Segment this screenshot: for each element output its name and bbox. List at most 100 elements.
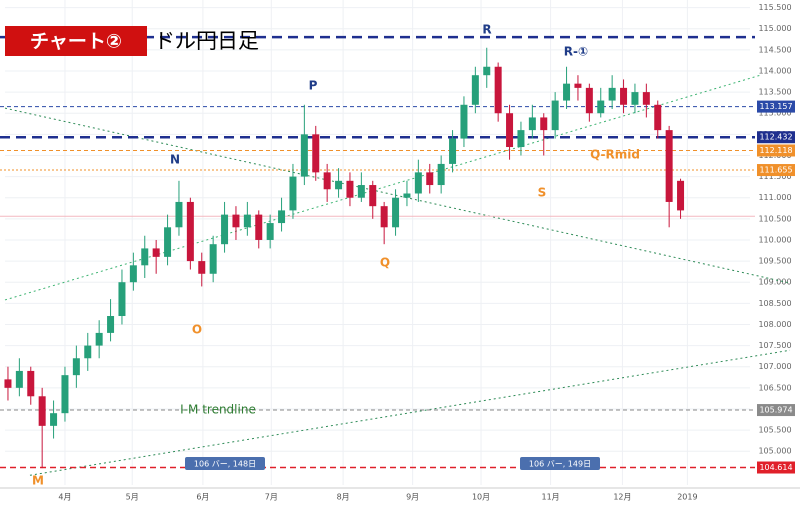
candle-body	[61, 375, 69, 414]
candle-body	[369, 185, 377, 207]
y-tick-label: 110.000	[758, 235, 791, 244]
y-tick-label: 108.000	[758, 320, 791, 329]
annotation: N	[170, 153, 180, 167]
candle-body	[620, 87, 628, 105]
candle-body	[243, 214, 251, 228]
candle-body	[494, 66, 502, 114]
candle-body	[414, 172, 422, 194]
candle-body	[50, 413, 58, 426]
y-tick-label: 115.000	[758, 24, 791, 33]
candle-body	[198, 261, 206, 274]
candle-body	[665, 130, 673, 202]
candle-body	[84, 345, 92, 359]
annotation: S	[538, 186, 547, 200]
level-tag-label: 112.432	[759, 133, 792, 142]
level-tag-label: 105.974	[759, 406, 792, 415]
candle-body	[597, 100, 605, 114]
candle-body	[323, 172, 331, 190]
y-tick-label: 110.500	[758, 214, 791, 223]
candle-body	[357, 185, 365, 198]
candle-body	[278, 210, 286, 224]
annotation: P	[309, 79, 318, 93]
candle-body	[631, 92, 639, 105]
y-tick-label: 107.000	[758, 362, 791, 371]
candle-body	[437, 163, 445, 186]
annotation: I-M trendline	[180, 403, 256, 417]
candle-body	[449, 138, 457, 164]
trendline	[29, 349, 791, 476]
x-tick-label: 10月	[472, 493, 490, 502]
candle-body	[471, 75, 479, 105]
y-tick-label: 105.500	[758, 426, 791, 435]
bar-count-box	[185, 457, 265, 470]
candle-body	[563, 83, 571, 101]
level-tag-label: 113.157	[759, 102, 792, 111]
candle-body	[517, 130, 525, 148]
candle-body	[528, 117, 536, 131]
level-tag	[757, 461, 795, 474]
candle-body	[266, 223, 274, 240]
candle-body	[300, 134, 308, 177]
candle-body	[4, 379, 12, 388]
y-tick-label: 109.000	[758, 278, 791, 287]
y-tick-label: 107.500	[758, 341, 791, 350]
candle-body	[107, 316, 115, 333]
x-tick-label: 6月	[196, 493, 209, 502]
candle-body	[380, 206, 388, 228]
candle-body	[585, 87, 593, 114]
candle-body	[460, 104, 468, 139]
x-tick-label: 8月	[337, 493, 350, 502]
candle-body	[118, 282, 126, 317]
x-tick-label: 4月	[58, 493, 71, 502]
bar-count-label: 106 バー, 149日	[529, 460, 591, 469]
annotation: R-①	[564, 45, 588, 59]
candle-body	[152, 248, 160, 257]
candle-body	[506, 113, 514, 148]
candle-body	[346, 180, 354, 198]
candle-body	[129, 265, 137, 283]
candle-body	[483, 66, 491, 76]
candle-body	[209, 244, 217, 274]
level-tag-label: 111.655	[759, 166, 792, 175]
candle-body	[141, 248, 149, 266]
bar-count-label: 106 バー, 148日	[194, 460, 256, 469]
candle-body	[175, 201, 183, 228]
y-tick-label: 111.000	[758, 193, 791, 202]
candle-body	[186, 201, 194, 262]
candle-body	[72, 358, 80, 376]
candle-body	[95, 332, 103, 346]
level-tag	[757, 144, 795, 157]
chart-subtitle: ドル円日足	[154, 29, 259, 53]
candle-body	[38, 396, 46, 426]
chart-title: チャート②	[30, 31, 122, 53]
x-tick-label: 12月	[613, 493, 631, 502]
y-tick-label: 108.500	[758, 299, 791, 308]
candle-body	[677, 180, 685, 211]
y-tick-label: 105.000	[758, 447, 791, 456]
candle-body	[654, 104, 662, 131]
title-box	[5, 26, 147, 56]
candle-body	[335, 180, 343, 190]
trendline	[4, 107, 791, 284]
candle-body	[15, 370, 23, 388]
candle-body	[312, 134, 320, 173]
annotation: R	[482, 23, 491, 37]
y-tick-label: 113.500	[758, 88, 791, 97]
level-tag	[757, 164, 795, 177]
bar-count-box	[520, 457, 600, 470]
level-tag	[757, 404, 795, 417]
candle-body	[221, 214, 229, 245]
candle-body	[289, 176, 297, 211]
candle-body	[232, 214, 240, 228]
y-tick-label: 111.500	[758, 172, 791, 181]
candle-body	[164, 227, 172, 257]
y-tick-label: 114.000	[758, 66, 791, 75]
level-tag	[757, 131, 795, 144]
y-tick-label: 109.500	[758, 257, 791, 266]
candle-body	[27, 370, 35, 397]
annotation: O	[192, 323, 202, 337]
x-tick-label: 2019	[677, 493, 697, 502]
y-tick-label: 114.500	[758, 45, 791, 54]
x-tick-label: 7月	[265, 493, 278, 502]
